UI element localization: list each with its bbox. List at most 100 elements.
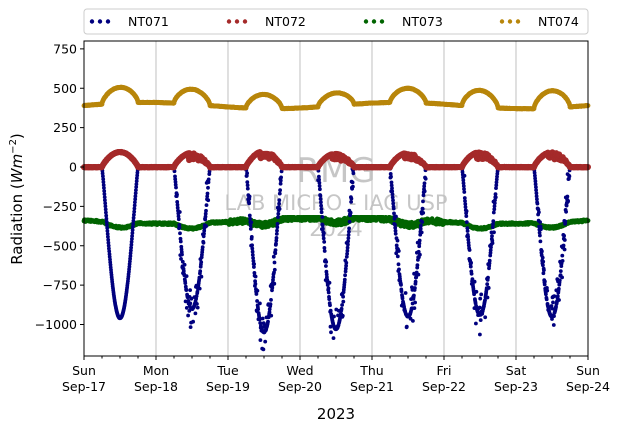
nt071-point	[102, 195, 107, 200]
nt071-point	[317, 184, 322, 188]
nt071-point	[328, 308, 333, 313]
nt071-point	[563, 219, 568, 224]
nt071-point	[467, 248, 472, 252]
nt071-point	[551, 323, 556, 327]
nt071-point	[567, 174, 572, 179]
nt071-point	[474, 321, 478, 326]
nt071-point	[415, 263, 420, 267]
nt071-point	[566, 199, 570, 203]
nt071-point	[343, 273, 347, 278]
nt071-point	[413, 286, 417, 290]
nt071-point	[468, 264, 473, 269]
nt071-point	[247, 194, 252, 199]
nt071-point	[465, 229, 470, 233]
nt071-point	[479, 292, 484, 297]
nt071-point	[416, 272, 421, 277]
nt071-point	[347, 226, 351, 231]
nt071-point	[276, 215, 280, 220]
nt071-point	[349, 196, 354, 201]
nt071-point	[349, 200, 353, 204]
nt071-point	[340, 313, 345, 318]
nt071-point	[552, 314, 556, 318]
nt071-point	[486, 286, 491, 290]
nt071-point	[347, 219, 352, 224]
nt071-point	[101, 174, 105, 179]
nt071-point	[275, 222, 280, 226]
nt071-point	[177, 225, 182, 230]
nt071-point	[199, 274, 204, 279]
nt071-point	[560, 259, 565, 263]
nt071-point	[274, 236, 279, 240]
nt071-point	[206, 177, 211, 182]
nt071-point	[350, 180, 355, 185]
nt071-point	[477, 305, 482, 310]
nt071-point	[322, 240, 327, 244]
nt071-point	[105, 222, 109, 227]
nt071-point	[263, 339, 268, 344]
nt071-point	[106, 234, 110, 239]
nt071-point	[483, 315, 488, 320]
nt071-point	[103, 201, 108, 206]
nt071-point	[326, 286, 331, 291]
nt071-point	[538, 233, 542, 238]
nt071-point	[418, 252, 422, 257]
nt071-point	[397, 267, 401, 272]
nt071-point	[318, 193, 323, 198]
nt071-point	[193, 311, 198, 316]
nt071-point	[555, 294, 560, 299]
nt071-point	[413, 300, 417, 305]
nt071-point	[535, 201, 540, 206]
nt071-point	[247, 201, 252, 206]
nt071-point	[255, 288, 260, 293]
nt071-point	[389, 174, 393, 179]
nt071-point	[199, 260, 204, 264]
nt071-point	[419, 230, 424, 235]
series-nt074	[81, 84, 591, 112]
nt071-point	[403, 291, 408, 295]
nt071-point	[486, 275, 490, 280]
nt071-point	[544, 292, 548, 297]
nt071-point	[552, 294, 557, 298]
nt071-point	[562, 233, 566, 238]
nt071-point	[320, 223, 325, 228]
nt071-point	[107, 252, 112, 256]
nt071-point	[556, 286, 561, 291]
nt071-point	[266, 319, 270, 324]
nt071-point	[104, 219, 109, 224]
nt071-point	[103, 204, 108, 209]
nt071-point	[272, 281, 277, 286]
nt071-point	[395, 254, 400, 259]
nt071-point	[188, 325, 193, 329]
nt071-point	[328, 303, 332, 308]
nt071-point	[469, 271, 474, 276]
nt071-point	[277, 198, 282, 203]
nt071-point	[197, 286, 202, 291]
nt071-point	[412, 306, 417, 310]
grid-lines	[155, 41, 517, 356]
nt071-point	[101, 180, 106, 184]
nt071-point	[493, 195, 498, 200]
nt071-point	[273, 248, 278, 253]
nt071-point	[105, 232, 110, 236]
nt071-point	[249, 235, 254, 239]
nt071-point	[177, 210, 182, 214]
nt071-point	[248, 223, 253, 228]
nt071-point	[260, 316, 265, 321]
nt071-point	[491, 210, 496, 215]
nt071-point	[393, 231, 398, 236]
nt071-point	[191, 319, 196, 324]
nt071-point	[204, 224, 209, 229]
nt071-point	[391, 206, 396, 211]
nt071-point	[472, 279, 477, 284]
nt071-point	[106, 237, 111, 242]
nt071-point	[327, 297, 332, 301]
nt071-point	[339, 306, 344, 311]
nt071-point	[104, 213, 109, 218]
nt071-point	[318, 197, 323, 201]
nt071-point	[539, 227, 543, 232]
nt071-point	[341, 299, 346, 304]
nt071-point	[490, 234, 494, 238]
nt071-point	[321, 226, 325, 231]
nt071-point	[319, 200, 323, 205]
